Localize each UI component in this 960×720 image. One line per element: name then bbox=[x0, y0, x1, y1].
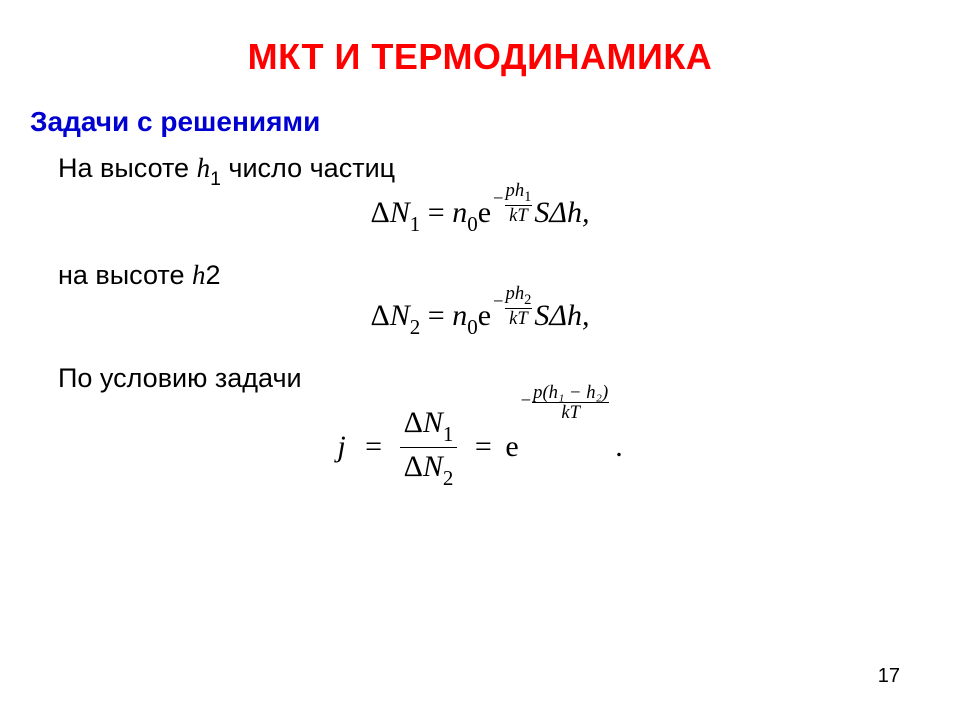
N: N bbox=[390, 196, 410, 229]
N: N bbox=[390, 299, 410, 332]
n-sub: 0 bbox=[467, 212, 478, 236]
slide-subtitle: Задачи с решениями bbox=[30, 106, 930, 138]
delta: Δ bbox=[404, 450, 423, 483]
formula-2: ΔN2 = n0e − ph2 kT SΔh, bbox=[370, 299, 589, 342]
minus: − bbox=[493, 190, 504, 208]
n-sub: 0 bbox=[467, 315, 478, 339]
tail: SΔh, bbox=[534, 196, 589, 229]
j: j bbox=[331, 430, 351, 464]
e: e bbox=[478, 196, 491, 229]
N: N bbox=[423, 450, 443, 483]
minus: − bbox=[521, 392, 532, 410]
minus: − bbox=[493, 293, 504, 311]
h: h bbox=[515, 180, 524, 201]
fraction: ΔN1 ΔN2 bbox=[400, 406, 458, 489]
N-sub: 2 bbox=[443, 466, 454, 490]
slide-title: МКТ И ТЕРМОДИНАМИКА bbox=[30, 36, 930, 78]
exp-frac: p(h₁ − h₂) kT bbox=[532, 384, 609, 422]
kT: kT bbox=[505, 207, 533, 225]
text: На высоте bbox=[58, 153, 197, 183]
formula-1: ΔN1 = n0e − ph1 kT SΔh, bbox=[370, 196, 589, 239]
equals: = bbox=[428, 299, 452, 332]
formula-1-wrap: ΔN1 = n0e − ph1 kT SΔh, bbox=[30, 196, 930, 239]
p: p bbox=[506, 180, 515, 201]
h-sub: 1 bbox=[524, 189, 531, 205]
var-h: h bbox=[197, 153, 211, 183]
n: n bbox=[452, 196, 467, 229]
formula-3-wrap: j = ΔN1 ΔN2 = e − p(h₁ − h₂) kT . bbox=[30, 406, 930, 489]
delta: Δ bbox=[370, 196, 389, 229]
text: на высоте bbox=[58, 260, 192, 290]
h: h bbox=[515, 283, 524, 304]
exp-frac: ph1 kT bbox=[505, 182, 533, 225]
N-sub: 1 bbox=[410, 212, 421, 236]
page-number: 17 bbox=[878, 665, 900, 688]
N: N bbox=[423, 406, 443, 439]
var-h-sub: 1 bbox=[210, 168, 221, 190]
exponent: − p(h₁ − h₂) kT bbox=[521, 384, 610, 422]
p: p bbox=[506, 283, 515, 304]
exponent: − ph2 kT bbox=[493, 285, 532, 328]
exp-num: p(h₁ − h₂) bbox=[532, 384, 609, 402]
tail: SΔh, bbox=[534, 299, 589, 332]
h-sub: 2 bbox=[524, 292, 531, 308]
equals: = bbox=[469, 430, 498, 464]
e: e bbox=[478, 299, 491, 332]
formula-2-wrap: ΔN2 = n0e − ph2 kT SΔh, bbox=[30, 299, 930, 342]
equals: = bbox=[428, 196, 452, 229]
delta: Δ bbox=[404, 406, 423, 439]
text: число частиц bbox=[221, 153, 395, 183]
kT: kT bbox=[505, 310, 533, 328]
n: n bbox=[452, 299, 467, 332]
text-line-3: По условию задачи bbox=[58, 362, 930, 396]
tail: . bbox=[611, 430, 629, 464]
exp-frac: ph2 kT bbox=[505, 285, 533, 328]
kT: kT bbox=[532, 404, 609, 422]
slide: МКТ И ТЕРМОДИНАМИКА Задачи с решениями Н… bbox=[0, 0, 960, 720]
N-sub: 1 bbox=[443, 422, 454, 446]
exponent: − ph1 kT bbox=[493, 182, 532, 225]
N-sub: 2 bbox=[410, 315, 421, 339]
delta: Δ bbox=[370, 299, 389, 332]
equals: = bbox=[359, 430, 388, 464]
var-h: h bbox=[192, 260, 206, 290]
formula-3: j = ΔN1 ΔN2 = e − p(h₁ − h₂) kT . bbox=[331, 406, 628, 489]
e: e bbox=[505, 430, 518, 464]
var-h-sub: 2 bbox=[206, 260, 221, 290]
